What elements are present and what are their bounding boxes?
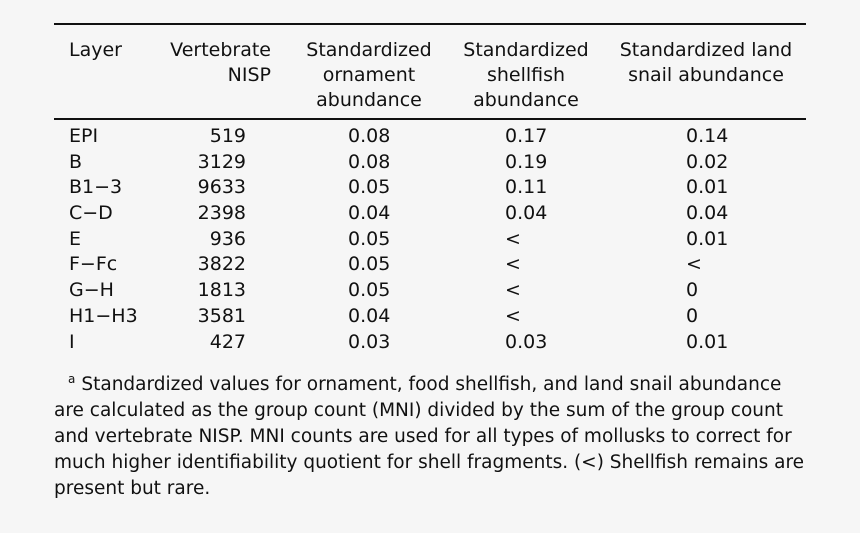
cell-land-snail: 0.01: [686, 176, 729, 199]
cell-shellfish: <: [505, 304, 521, 327]
cell-land-snail: 0.02: [686, 150, 729, 173]
table-row: F−Fc 3822 0.05 < <: [0, 252, 860, 278]
cell-land-snail: 0.14: [686, 125, 729, 147]
table-row: EPI 519 0.08 0.17 0.14: [0, 124, 860, 150]
table-footnote: a Standardized values for ornament, food …: [54, 366, 806, 502]
cell-nisp: 3822: [197, 253, 246, 276]
cell-nisp: 2398: [197, 202, 246, 225]
cell-nisp: 3581: [197, 304, 246, 327]
cell-nisp: 936: [209, 227, 246, 250]
header-ornament: Standardized ornament abundance: [306, 39, 432, 111]
table-row: I 427 0.03 0.03 0.01: [0, 330, 860, 356]
table-row: E 936 0.05 < 0.01: [0, 227, 860, 253]
cell-shellfish: 0.19: [505, 150, 548, 173]
table-row: H1−H3 3581 0.04 < 0: [0, 304, 860, 330]
cell-layer: B1−3: [69, 176, 123, 199]
table-row: B 3129 0.08 0.19 0.02: [0, 150, 860, 176]
cell-ornament: 0.05: [348, 227, 391, 250]
header-layer: Layer: [69, 39, 122, 61]
table-body: EPI 519 0.08 0.17 0.14 B 3129 0.08 0.19 …: [0, 124, 860, 355]
cell-ornament: 0.04: [348, 202, 391, 225]
header-shellfish: Standardized shellfish abundance: [463, 39, 589, 111]
table-row: B1−3 9633 0.05 0.11 0.01: [0, 175, 860, 201]
cell-land-snail: 0.04: [686, 202, 729, 225]
cell-shellfish: <: [505, 227, 521, 250]
cell-ornament: 0.08: [348, 150, 391, 173]
cell-shellfish: 0.17: [505, 125, 548, 147]
top-rule: [54, 23, 806, 25]
cell-layer: E: [69, 227, 82, 250]
cell-ornament: 0.05: [348, 253, 391, 276]
footnote-marker: a: [68, 372, 76, 386]
cell-nisp: 519: [209, 125, 246, 147]
cell-layer: F−Fc: [69, 253, 118, 276]
cell-shellfish: 0.04: [505, 202, 548, 225]
cell-nisp: 1813: [197, 279, 246, 302]
footnote-text: Standardized values for ornament, food s…: [54, 374, 805, 499]
cell-land-snail: <: [686, 253, 702, 276]
header-rule: [54, 118, 806, 120]
cell-shellfish: 0.03: [505, 330, 548, 353]
cell-shellfish: <: [505, 253, 521, 276]
cell-land-snail: 0: [686, 304, 699, 327]
cell-land-snail: 0: [686, 279, 699, 302]
cell-ornament: 0.04: [348, 304, 391, 327]
cell-layer: C−D: [69, 202, 113, 225]
cell-nisp: 3129: [197, 150, 246, 173]
cell-ornament: 0.03: [348, 330, 391, 353]
cell-nisp: 9633: [197, 176, 246, 199]
cell-ornament: 0.05: [348, 176, 391, 199]
cell-ornament: 0.08: [348, 125, 391, 147]
cell-land-snail: 0.01: [686, 227, 729, 250]
cell-shellfish: 0.11: [505, 176, 548, 199]
cell-nisp: 427: [209, 330, 246, 353]
cell-layer: I: [69, 330, 75, 353]
cell-shellfish: <: [505, 279, 521, 302]
cell-land-snail: 0.01: [686, 330, 729, 353]
cell-layer: G−H: [69, 279, 114, 302]
cell-layer: EPI: [69, 125, 99, 147]
table-row: C−D 2398 0.04 0.04 0.04: [0, 201, 860, 227]
cell-layer: H1−H3: [69, 304, 138, 327]
header-vertebrate-nisp: Vertebrate NISP: [170, 39, 271, 86]
table-row: G−H 1813 0.05 < 0: [0, 278, 860, 304]
header-land-snail: Standardized land snail abundance: [619, 39, 793, 86]
cell-ornament: 0.05: [348, 279, 391, 302]
cell-layer: B: [69, 150, 83, 173]
